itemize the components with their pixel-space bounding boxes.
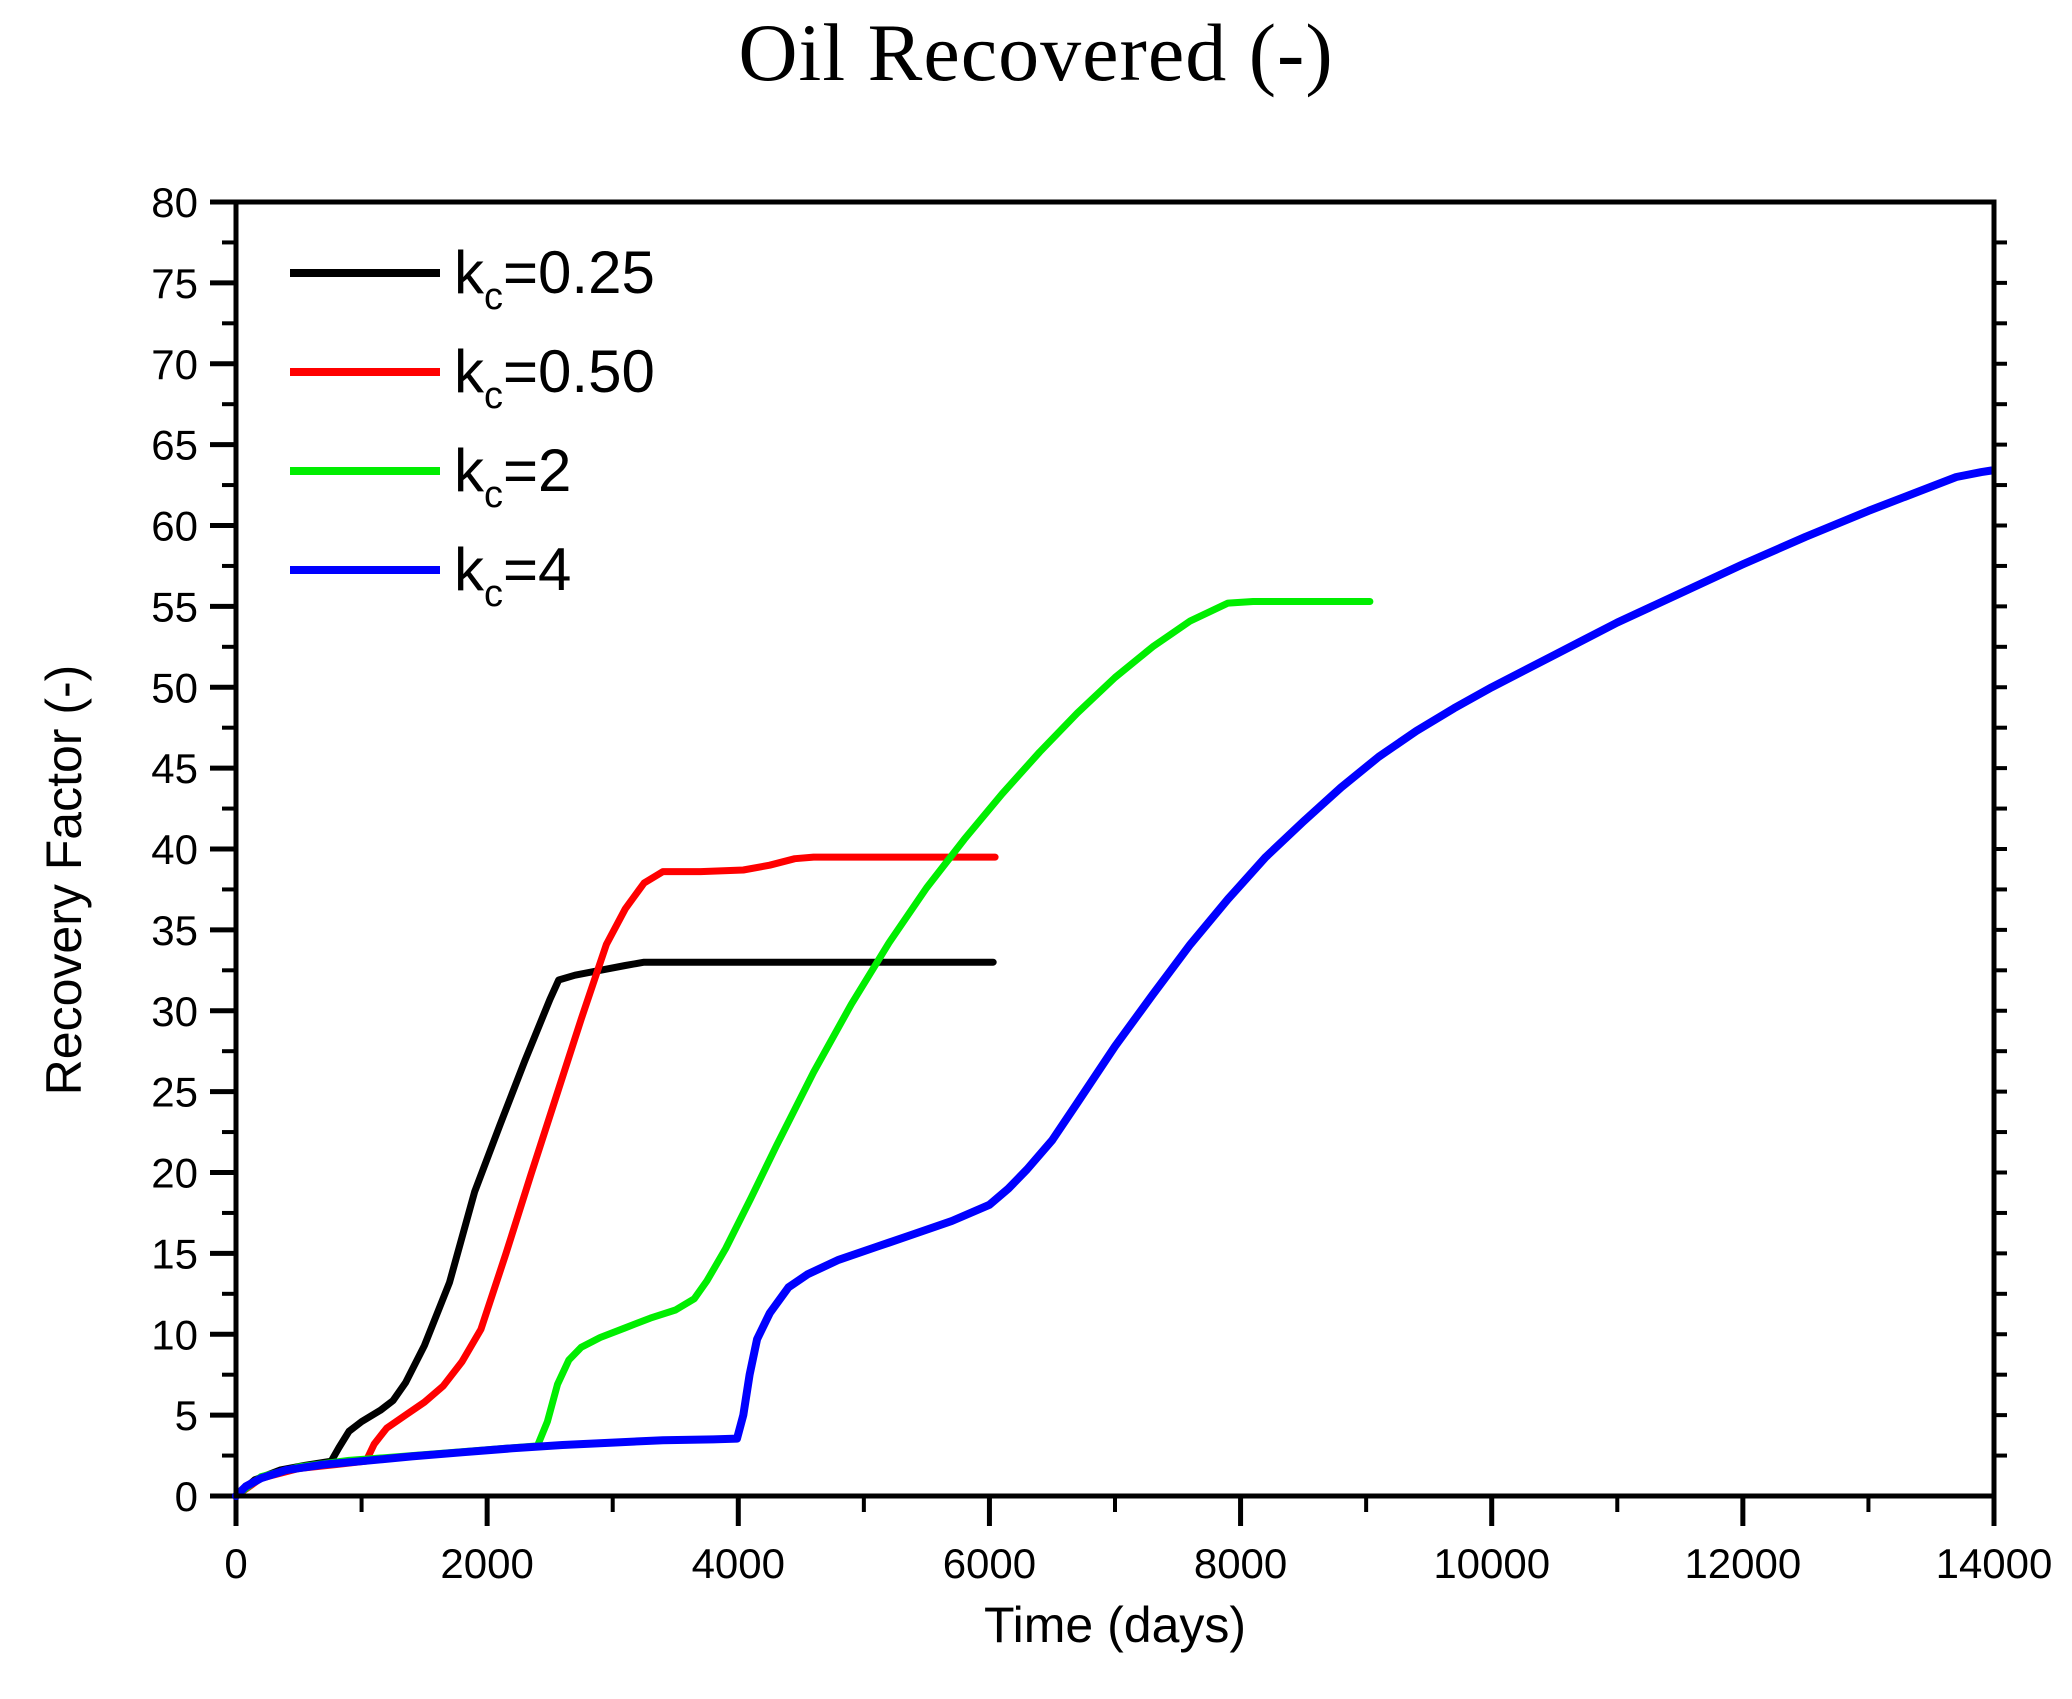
y-tick-label: 35 <box>151 907 198 954</box>
legend-label: kc=4 <box>454 536 572 615</box>
legend-item: kc=2 <box>290 421 655 520</box>
y-tick-label: 45 <box>151 745 198 792</box>
x-tick-label: 10000 <box>1433 1540 1550 1587</box>
plot-frame <box>233 199 1997 1499</box>
y-tick-label: 40 <box>151 826 198 873</box>
y-tick-label: 80 <box>151 179 198 226</box>
legend-label: kc=0.25 <box>454 239 655 318</box>
y-tick-label: 20 <box>151 1150 198 1197</box>
x-tick-label: 6000 <box>943 1540 1036 1587</box>
y-tick-label: 55 <box>151 583 198 630</box>
y-tick-label: 25 <box>151 1069 198 1116</box>
y-tick-label: 65 <box>151 422 198 469</box>
x-axis-label: Time (days) <box>983 1597 1247 1653</box>
y-tick-label: 0 <box>175 1473 198 1520</box>
legend-line-sample <box>290 268 440 277</box>
legend-item: kc=4 <box>290 520 655 619</box>
series-line-kc=2 <box>232 598 1374 1500</box>
y-tick-label: 10 <box>151 1311 198 1358</box>
y-tick-label: 50 <box>151 664 198 711</box>
y-tick-label: 75 <box>151 260 198 307</box>
legend-line-sample <box>290 565 440 574</box>
x-tick-label: 4000 <box>692 1540 785 1587</box>
y-tick-label: 5 <box>175 1392 198 1439</box>
y-tick-label: 30 <box>151 988 198 1035</box>
tick-labels: 0 5 10 15 20 25 30 35 40 45 50 55 60 65 70 75 80 0 2000 400… <box>151 179 2052 1587</box>
x-tick-label: 8000 <box>1194 1540 1287 1587</box>
y-axis-label: Recovery Factor (-) <box>36 664 92 1096</box>
legend-item: kc=0.50 <box>290 322 655 421</box>
y-tick-label: 15 <box>151 1230 198 1277</box>
y-tick-label: 60 <box>151 503 198 550</box>
legend: kc=0.25 kc=0.50 kc=2 kc=4 <box>290 223 655 619</box>
y-tick-label: 70 <box>151 341 198 388</box>
series-line-kc=4 <box>232 466 1996 1500</box>
legend-line-sample <box>290 367 440 376</box>
legend-item: kc=0.25 <box>290 223 655 322</box>
series-line-kc=0.25 <box>232 958 997 1500</box>
x-tick-label: 12000 <box>1684 1540 1801 1587</box>
legend-label: kc=0.50 <box>454 338 655 417</box>
x-tick-label: 2000 <box>440 1540 533 1587</box>
legend-line-sample <box>290 466 440 475</box>
chart-title: Oil Recovered (-) <box>738 7 1334 98</box>
x-tick-label: 0 <box>224 1540 247 1587</box>
data-series <box>232 466 1996 1500</box>
legend-label: kc=2 <box>454 437 572 516</box>
x-tick-label: 14000 <box>1936 1540 2053 1587</box>
